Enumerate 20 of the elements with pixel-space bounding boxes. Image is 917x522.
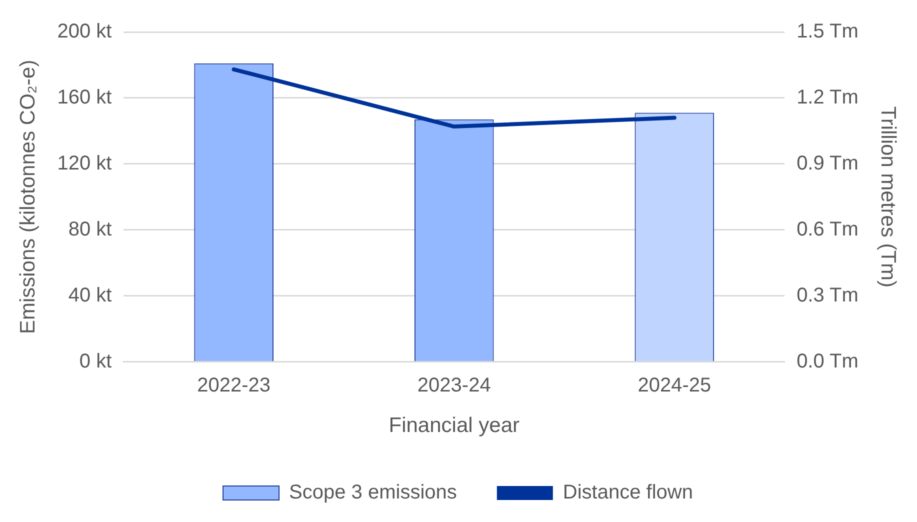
y2-tick-label: 0.3 Tm [796, 284, 858, 306]
y2-tick-label: 0.6 Tm [796, 218, 858, 240]
y2-axis-title: Trillion metres (Tm) [876, 106, 900, 288]
y2-tick-label: 1.2 Tm [796, 86, 858, 108]
legend-label: Distance flown [562, 482, 693, 504]
y-axis-title: Emissions (kilotonnes CO₂-e) [16, 60, 40, 334]
x-tick-label: 2024-25 [638, 374, 712, 396]
x-tick-label: 2022-23 [197, 374, 271, 396]
y-tick-label: 200 kt [57, 20, 112, 43]
y2-tick-label: 0.0 Tm [796, 350, 858, 372]
y-tick-label: 80 kt [68, 218, 112, 240]
x-axis-title: Financial year [388, 414, 520, 438]
y2-tick-label: 1.5 Tm [796, 20, 858, 43]
y-tick-label: 120 kt [57, 152, 112, 174]
x-tick-label: 2023-24 [417, 374, 491, 396]
y-tick-label: 160 kt [57, 86, 112, 108]
y-tick-label: 40 kt [68, 284, 112, 306]
y2-tick-label: 0.9 Tm [796, 152, 858, 174]
y-tick-label: 0 kt [79, 350, 112, 372]
legend-label: Scope 3 emissions [289, 482, 457, 504]
